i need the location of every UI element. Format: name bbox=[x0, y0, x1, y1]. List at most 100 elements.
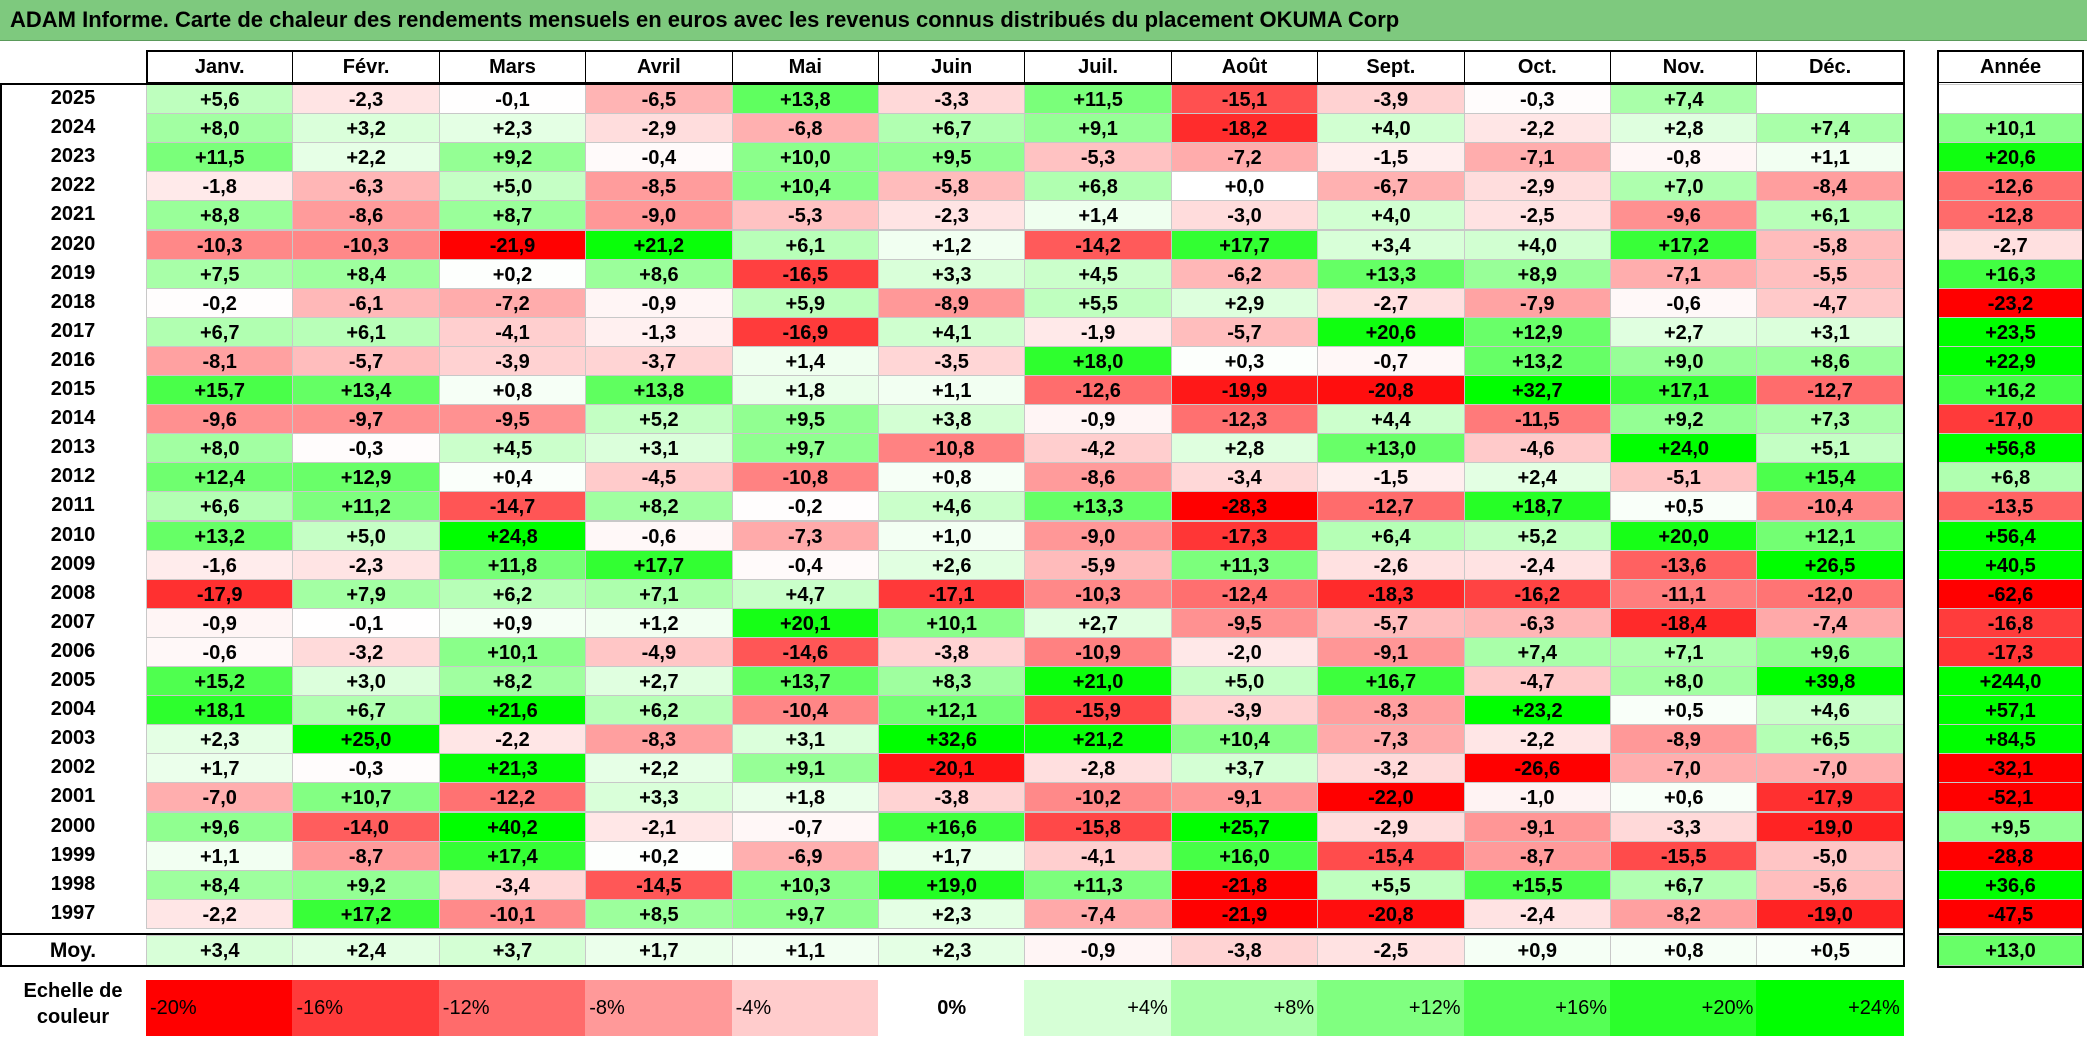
heatmap-cell: -3,5 bbox=[878, 345, 1026, 376]
heatmap-cell: -15,8 bbox=[1024, 811, 1172, 842]
average-separator bbox=[0, 933, 1905, 935]
heatmap-cell: +17,2 bbox=[292, 898, 440, 929]
heatmap-cell: +10,4 bbox=[1170, 724, 1319, 755]
heatmap-cell: +10,4 bbox=[731, 171, 879, 202]
heatmap-cell: +5,6 bbox=[146, 84, 294, 115]
heatmap-cell: +23,2 bbox=[1463, 695, 1611, 726]
heatmap-cell: +2,8 bbox=[1170, 433, 1319, 464]
annual-cell: -47,5 bbox=[1938, 898, 2083, 929]
month-header: Nov. bbox=[1610, 50, 1758, 83]
heatmap-cell: -11,5 bbox=[1463, 404, 1611, 435]
color-scale-step: 0% bbox=[878, 980, 1026, 1036]
heatmap-cell: -5,7 bbox=[292, 345, 440, 376]
heatmap-cell: +2,8 bbox=[1610, 113, 1758, 144]
year-label: 2012 bbox=[50, 465, 96, 488]
annual-cell: +244,0 bbox=[1938, 666, 2083, 697]
heatmap-cell: -10,2 bbox=[1024, 782, 1172, 813]
heatmap-cell: +13,0 bbox=[1317, 433, 1465, 464]
heatmap-cell: -2,4 bbox=[1463, 549, 1611, 580]
page-title: ADAM Informe. Carte de chaleur des rende… bbox=[10, 7, 1400, 32]
heatmap-cell: +8,7 bbox=[438, 200, 587, 231]
annual-cell: +40,5 bbox=[1938, 549, 2083, 580]
heatmap-cell: +1,2 bbox=[585, 607, 733, 638]
heatmap-cell: +4,5 bbox=[1024, 258, 1172, 289]
heatmap-cell: +8,6 bbox=[1756, 345, 1904, 376]
annual-cell: +22,9 bbox=[1938, 345, 2083, 376]
heatmap-cell: -7,9 bbox=[1463, 287, 1611, 318]
heatmap-cell: -19,9 bbox=[1170, 375, 1319, 406]
heatmap-cell: -2,2 bbox=[1463, 724, 1611, 755]
year-label: 2023 bbox=[50, 145, 96, 168]
month-header: Juil. bbox=[1024, 50, 1172, 83]
heatmap-cell: -22,0 bbox=[1317, 782, 1465, 813]
year-label: 2000 bbox=[50, 814, 96, 837]
heatmap-cell: -0,6 bbox=[585, 520, 733, 551]
heatmap-cell: -20,8 bbox=[1317, 375, 1465, 406]
heatmap-cell: +9,5 bbox=[731, 404, 879, 435]
heatmap-cell: +20,1 bbox=[731, 607, 879, 638]
heatmap-cell: +1,2 bbox=[878, 229, 1026, 260]
heatmap-cell: +5,9 bbox=[731, 287, 879, 318]
heatmap-cell: -3,0 bbox=[1170, 200, 1319, 231]
annual-cell: +9,5 bbox=[1938, 811, 2083, 842]
heatmap-cell: +6,2 bbox=[585, 695, 733, 726]
heatmap-cell: +7,3 bbox=[1756, 404, 1904, 435]
heatmap-cell: +20,0 bbox=[1610, 520, 1758, 551]
heatmap-cell: +0,0 bbox=[1170, 171, 1319, 202]
heatmap-cell: -6,3 bbox=[1463, 607, 1611, 638]
heatmap-cell: +1,1 bbox=[146, 840, 294, 871]
heatmap-cell: +12,1 bbox=[1756, 520, 1904, 551]
annual-cell: -28,8 bbox=[1938, 840, 2083, 871]
year-label: 2004 bbox=[50, 698, 96, 721]
annual-cell: -12,6 bbox=[1938, 171, 2083, 202]
heatmap-cell: -8,9 bbox=[1610, 724, 1758, 755]
title-bar: ADAM Informe. Carte de chaleur des rende… bbox=[0, 0, 2087, 41]
annual-average-separator bbox=[1937, 933, 2084, 935]
color-scale-label: Echelle de couleur bbox=[0, 978, 146, 1030]
heatmap-cell: +2,7 bbox=[585, 666, 733, 697]
color-scale-step: +16% bbox=[1463, 980, 1611, 1036]
heatmap-cell: +26,5 bbox=[1756, 549, 1904, 580]
heatmap-cell: +12,4 bbox=[146, 462, 294, 493]
heatmap-cell: +8,6 bbox=[585, 258, 733, 289]
heatmap-cell: +7,4 bbox=[1610, 84, 1758, 115]
heatmap-cell: +20,6 bbox=[1317, 316, 1465, 347]
heatmap-cell: +12,9 bbox=[1463, 316, 1611, 347]
heatmap-cell: -4,9 bbox=[585, 636, 733, 667]
heatmap-cell: -6,3 bbox=[292, 171, 440, 202]
year-label: 1999 bbox=[50, 843, 96, 866]
heatmap-cell: -2,9 bbox=[1317, 811, 1465, 842]
heatmap-cell: +6,7 bbox=[292, 695, 440, 726]
heatmap-cell: -9,6 bbox=[1610, 200, 1758, 231]
heatmap-cell: +1,7 bbox=[146, 753, 294, 784]
average-cell: +0,9 bbox=[1463, 935, 1611, 966]
year-label: 2019 bbox=[50, 261, 96, 284]
annual-cell: -16,8 bbox=[1938, 607, 2083, 638]
heatmap-cell: -2,4 bbox=[1463, 898, 1611, 929]
heatmap-cell: -5,6 bbox=[1756, 869, 1904, 900]
year-label: 1997 bbox=[50, 901, 96, 924]
heatmap-cell: +9,7 bbox=[731, 898, 879, 929]
heatmap-cell: +21,6 bbox=[438, 695, 587, 726]
year-label: 2005 bbox=[50, 669, 96, 691]
heatmap-cell: +0,5 bbox=[1610, 491, 1758, 522]
heatmap-cell: -10,4 bbox=[731, 695, 879, 726]
heatmap-cell: -9,5 bbox=[1170, 607, 1319, 638]
annual-cell: -12,8 bbox=[1938, 200, 2083, 231]
heatmap-cell: +0,5 bbox=[1610, 695, 1758, 726]
heatmap-cell: +11,5 bbox=[1024, 84, 1172, 115]
heatmap-cell: +11,8 bbox=[438, 549, 587, 580]
heatmap-cell: -2,2 bbox=[1463, 113, 1611, 144]
heatmap-cell: +6,6 bbox=[146, 491, 294, 522]
heatmap-cell: +3,3 bbox=[878, 258, 1026, 289]
heatmap-cell: -8,7 bbox=[292, 840, 440, 871]
heatmap-cell: -10,9 bbox=[1024, 636, 1172, 667]
heatmap-cell: +17,4 bbox=[438, 840, 587, 871]
heatmap-cell: +9,0 bbox=[1610, 345, 1758, 376]
annual-cell: -52,1 bbox=[1938, 782, 2083, 813]
heatmap-cell: -19,0 bbox=[1756, 811, 1904, 842]
heatmap-cell: +5,2 bbox=[1463, 520, 1611, 551]
heatmap-cell: +24,0 bbox=[1610, 433, 1758, 464]
heatmap-cell: -6,1 bbox=[292, 287, 440, 318]
heatmap-cell: -15,4 bbox=[1317, 840, 1465, 871]
